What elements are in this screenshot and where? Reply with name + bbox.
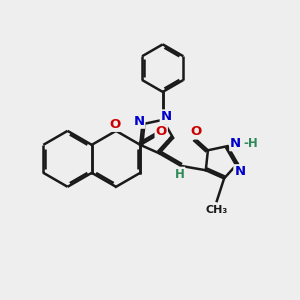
Text: N: N bbox=[234, 165, 245, 178]
Text: N: N bbox=[133, 115, 144, 128]
Text: H: H bbox=[175, 168, 184, 181]
Text: O: O bbox=[110, 118, 121, 131]
Text: O: O bbox=[190, 125, 202, 139]
Text: O: O bbox=[156, 125, 167, 138]
Text: CH₃: CH₃ bbox=[206, 206, 228, 215]
Text: N: N bbox=[230, 137, 241, 150]
Text: -H: -H bbox=[244, 137, 259, 150]
Text: N: N bbox=[161, 110, 172, 123]
